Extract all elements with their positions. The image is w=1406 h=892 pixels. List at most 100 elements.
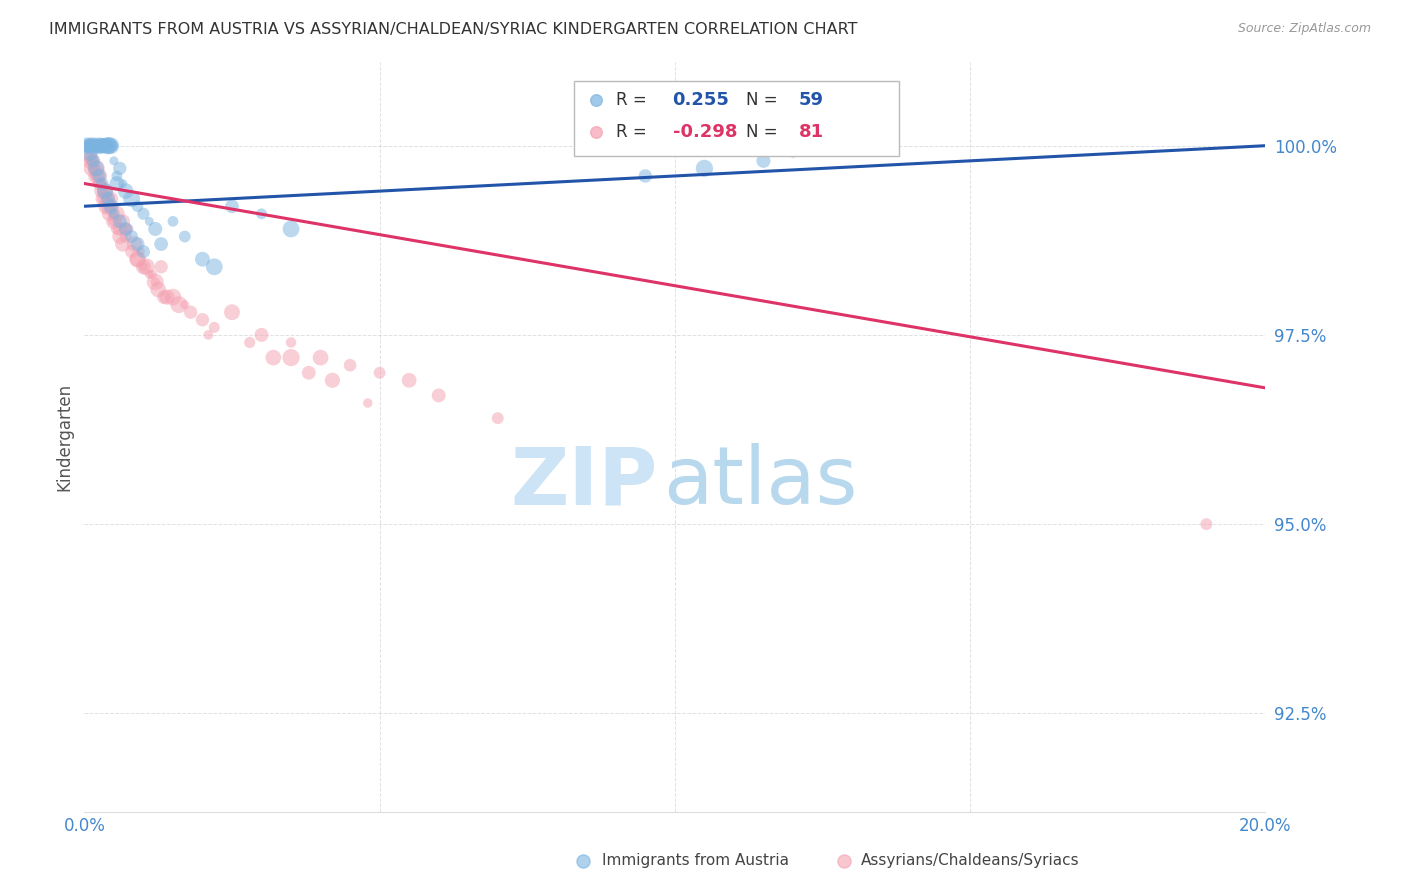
Point — [132, 260, 155, 274]
Point — [202, 260, 225, 274]
Point — [108, 229, 131, 244]
Point — [221, 305, 243, 319]
Point — [173, 298, 195, 312]
Point — [427, 388, 450, 402]
Point — [105, 207, 128, 221]
Point — [321, 373, 343, 387]
Point — [127, 252, 149, 267]
Point — [94, 184, 117, 198]
Point — [100, 199, 122, 213]
Point — [101, 214, 124, 228]
Point — [84, 169, 107, 183]
Point — [114, 222, 136, 236]
Point — [82, 161, 104, 176]
Point — [693, 161, 716, 176]
Point — [82, 153, 104, 168]
Point — [79, 146, 101, 161]
Point — [150, 237, 173, 252]
Point — [191, 252, 214, 267]
Text: N =: N = — [745, 123, 783, 141]
Point — [80, 161, 103, 176]
Point — [84, 161, 107, 176]
Point — [124, 237, 146, 252]
Point — [357, 396, 380, 410]
Text: 81: 81 — [799, 123, 824, 141]
Point — [98, 138, 121, 153]
Point — [1195, 517, 1218, 532]
Point — [94, 192, 117, 206]
Point — [127, 252, 149, 267]
Point — [239, 335, 262, 350]
Point — [127, 237, 149, 252]
Point — [97, 138, 120, 153]
Point — [79, 146, 101, 161]
Point — [162, 214, 184, 228]
Point — [97, 192, 120, 206]
Point — [84, 169, 107, 183]
Point — [132, 207, 155, 221]
Point — [103, 207, 125, 221]
Point — [91, 177, 114, 191]
Point — [103, 214, 125, 228]
Point — [118, 222, 141, 236]
Point — [129, 244, 152, 259]
Point — [262, 351, 284, 365]
Point — [114, 222, 136, 236]
Point — [91, 138, 114, 153]
Point — [100, 199, 122, 213]
Point — [298, 366, 321, 380]
Point — [111, 237, 134, 252]
Point — [87, 169, 111, 183]
Point — [86, 138, 108, 153]
Point — [76, 138, 98, 153]
Text: -0.298: -0.298 — [672, 123, 737, 141]
Point — [101, 138, 124, 153]
Point — [103, 207, 125, 221]
Point — [84, 138, 107, 153]
Point — [103, 153, 125, 168]
Point — [108, 214, 131, 228]
Point — [90, 138, 112, 153]
Point — [91, 177, 114, 191]
Point — [80, 153, 103, 168]
Point — [77, 138, 100, 153]
Point — [108, 222, 131, 236]
Point — [138, 214, 160, 228]
Text: R =: R = — [616, 91, 652, 109]
Point — [105, 222, 128, 236]
Point — [221, 199, 243, 213]
Point — [132, 260, 155, 274]
Point — [202, 320, 225, 334]
Point — [87, 169, 111, 183]
Point — [111, 214, 134, 228]
Point — [280, 335, 302, 350]
Point — [250, 327, 273, 342]
Text: N =: N = — [745, 91, 783, 109]
Point — [94, 184, 117, 198]
Point — [870, 138, 893, 153]
Text: Source: ZipAtlas.com: Source: ZipAtlas.com — [1237, 22, 1371, 36]
Point — [100, 138, 122, 153]
Text: 0.255: 0.255 — [672, 91, 730, 109]
Point — [752, 153, 775, 168]
Point — [250, 207, 273, 221]
Point — [173, 229, 195, 244]
Point — [156, 290, 179, 304]
Point — [114, 229, 136, 244]
Text: 59: 59 — [799, 91, 824, 109]
Point — [96, 199, 118, 213]
Point — [82, 153, 104, 168]
Point — [97, 199, 120, 213]
Point — [191, 312, 214, 326]
Point — [280, 222, 302, 236]
Text: ZIP: ZIP — [510, 443, 657, 521]
Point — [143, 222, 166, 236]
Point — [398, 373, 420, 387]
Point — [100, 192, 122, 206]
Point — [91, 138, 114, 153]
Point — [111, 177, 134, 191]
Point — [105, 177, 128, 191]
Point — [84, 138, 107, 153]
Point — [121, 229, 143, 244]
Text: R =: R = — [616, 123, 652, 141]
